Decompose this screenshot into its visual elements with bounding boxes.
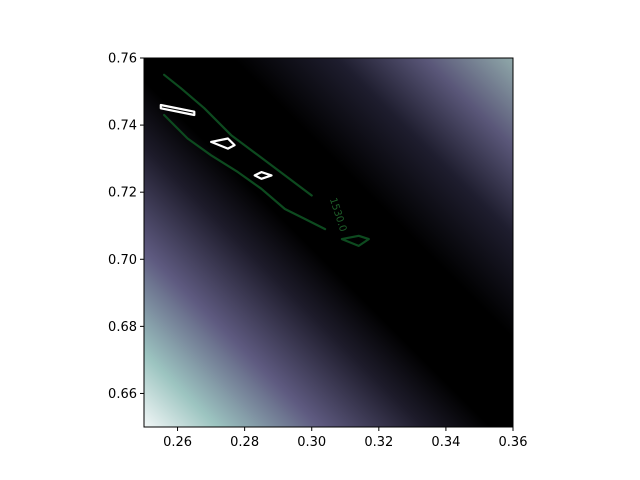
- contour-line-0-0: [163, 73, 313, 197]
- heatmap-background: [144, 58, 513, 427]
- contour-line-0-2: [340, 234, 370, 247]
- x-tick-label: 0.28: [230, 435, 259, 450]
- contour-layer: [163, 73, 370, 247]
- x-tick-label: 0.36: [499, 435, 528, 450]
- plot-area: 1530.0: [143, 57, 514, 428]
- minimum-region-1: [210, 137, 236, 150]
- y-tick-label: 0.74: [108, 119, 137, 134]
- y-tick-label: 0.66: [108, 387, 137, 402]
- minimum-region-layer: [159, 103, 273, 180]
- minimum-region-0: [159, 103, 196, 117]
- plot-frame: [143, 57, 514, 428]
- y-tick-label: 0.76: [108, 52, 137, 67]
- y-tick-label: 0.68: [108, 320, 137, 335]
- x-tick-label: 0.30: [297, 435, 326, 450]
- y-tick-label: 0.72: [108, 186, 137, 201]
- x-axis: 0.26 0.28 0.30 0.32 0.34 0.36: [163, 427, 527, 450]
- y-tick-label: 0.70: [108, 253, 137, 268]
- x-tick-label: 0.34: [431, 435, 460, 450]
- contour-line-0-1: [163, 113, 327, 231]
- minimum-region-2: [253, 171, 273, 180]
- y-axis: 0.66 0.68 0.70 0.72 0.74 0.76: [108, 52, 144, 402]
- x-tick-label: 0.32: [364, 435, 393, 450]
- x-tick-label: 0.26: [163, 435, 192, 450]
